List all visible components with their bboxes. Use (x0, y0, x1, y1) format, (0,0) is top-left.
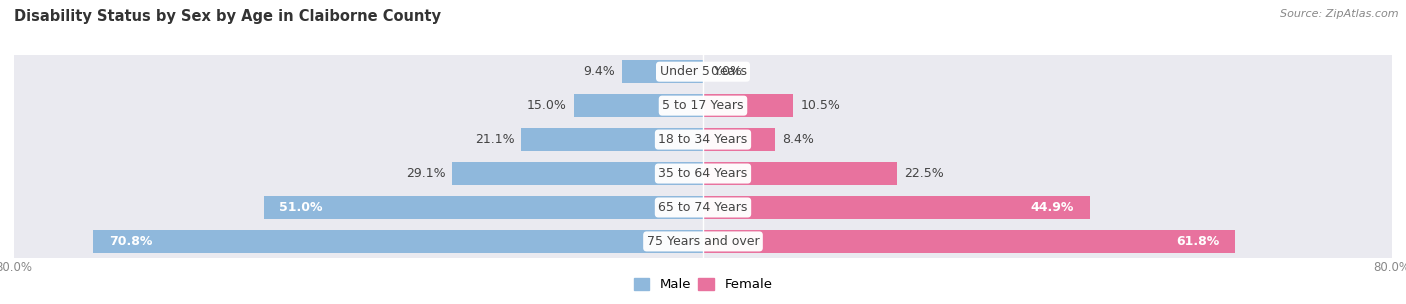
Bar (453, 162, 703, 185)
Bar (14, 89, 1392, 123)
Bar (264, 196, 703, 219)
Text: 10.5%: 10.5% (800, 99, 841, 112)
Bar (703, 162, 897, 185)
Text: 5 to 17 Years: 5 to 17 Years (662, 99, 744, 112)
Text: 8.4%: 8.4% (782, 133, 814, 146)
Text: 65 to 74 Years: 65 to 74 Years (658, 201, 748, 214)
Bar (703, 196, 1090, 219)
Text: 51.0%: 51.0% (280, 201, 323, 214)
Text: Under 5 Years: Under 5 Years (659, 65, 747, 78)
Bar (703, 94, 793, 117)
Bar (574, 94, 703, 117)
Text: 75 Years and over: 75 Years and over (647, 235, 759, 248)
Text: 29.1%: 29.1% (406, 167, 446, 180)
Text: Disability Status by Sex by Age in Claiborne County: Disability Status by Sex by Age in Claib… (14, 9, 441, 24)
Text: 18 to 34 Years: 18 to 34 Years (658, 133, 748, 146)
Bar (703, 128, 775, 151)
Bar (93, 230, 703, 253)
Text: 15.0%: 15.0% (527, 99, 567, 112)
Text: 70.8%: 70.8% (108, 235, 152, 248)
Text: 61.8%: 61.8% (1177, 235, 1219, 248)
Text: 9.4%: 9.4% (583, 65, 616, 78)
Bar (14, 191, 1392, 224)
Text: 44.9%: 44.9% (1031, 201, 1074, 214)
Bar (14, 123, 1392, 157)
Text: Source: ZipAtlas.com: Source: ZipAtlas.com (1281, 9, 1399, 19)
Text: 0.0%: 0.0% (710, 65, 742, 78)
Bar (703, 230, 1236, 253)
Bar (522, 128, 703, 151)
Text: 35 to 64 Years: 35 to 64 Years (658, 167, 748, 180)
Bar (14, 224, 1392, 258)
Text: 21.1%: 21.1% (475, 133, 515, 146)
Bar (14, 157, 1392, 191)
Text: 22.5%: 22.5% (904, 167, 943, 180)
Legend: Male, Female: Male, Female (628, 273, 778, 297)
Bar (621, 60, 703, 83)
Bar (14, 55, 1392, 89)
